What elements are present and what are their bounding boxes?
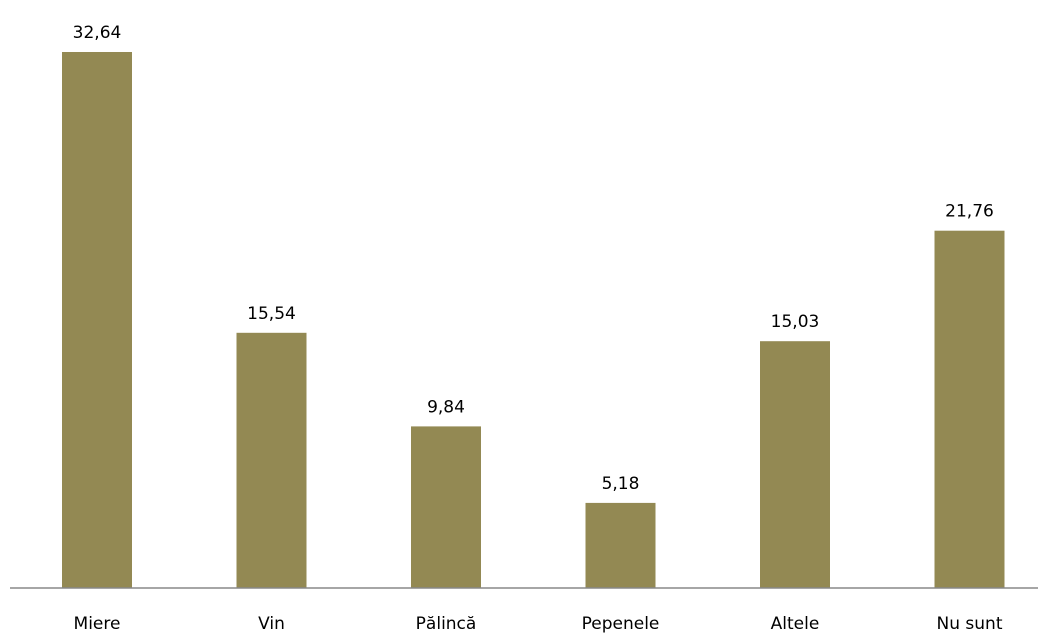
category-labels-group: Miere Vin Pălincă Pepenele Altele Nu sunt bbox=[74, 614, 1003, 634]
bars-group bbox=[62, 52, 1005, 588]
bar-2 bbox=[411, 426, 481, 588]
data-label-4: 15,03 bbox=[771, 312, 820, 332]
data-label-0: 32,64 bbox=[73, 23, 122, 43]
bar-5 bbox=[934, 230, 1005, 588]
category-label-2: Pălincă bbox=[416, 614, 477, 634]
bar-0 bbox=[62, 52, 132, 588]
data-label-5: 21,76 bbox=[945, 202, 994, 222]
category-label-4: Altele bbox=[771, 614, 820, 634]
data-label-3: 5,18 bbox=[602, 474, 640, 494]
value-labels-group: 32,64 15,54 9,84 5,18 15,03 21,76 bbox=[73, 23, 994, 494]
bar-3 bbox=[585, 502, 656, 588]
category-label-5: Nu sunt bbox=[937, 614, 1003, 634]
bar-1 bbox=[236, 332, 307, 588]
category-label-1: Vin bbox=[258, 614, 285, 634]
data-label-1: 15,54 bbox=[247, 304, 296, 324]
bar-4 bbox=[760, 341, 830, 588]
category-label-3: Pepenele bbox=[582, 614, 660, 634]
category-label-0: Miere bbox=[74, 614, 121, 634]
data-label-2: 9,84 bbox=[427, 397, 465, 417]
